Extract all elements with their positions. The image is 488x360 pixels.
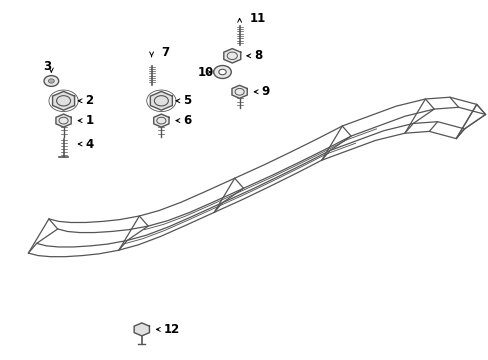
Circle shape — [44, 76, 59, 86]
Text: 7: 7 — [161, 46, 169, 59]
Polygon shape — [56, 114, 71, 127]
Text: 12: 12 — [163, 323, 180, 336]
Text: 5: 5 — [183, 94, 191, 107]
Polygon shape — [153, 114, 169, 127]
Polygon shape — [150, 91, 172, 110]
Polygon shape — [224, 49, 240, 63]
Text: 10: 10 — [198, 66, 214, 78]
Text: 4: 4 — [85, 138, 94, 150]
Text: 1: 1 — [85, 114, 94, 127]
Polygon shape — [52, 91, 75, 110]
Polygon shape — [134, 323, 149, 336]
Text: 2: 2 — [85, 94, 94, 107]
Circle shape — [48, 79, 54, 83]
Text: 11: 11 — [249, 12, 265, 24]
Text: 9: 9 — [261, 85, 269, 98]
Polygon shape — [231, 85, 247, 98]
Text: 3: 3 — [43, 60, 51, 73]
Text: 6: 6 — [183, 114, 191, 127]
Circle shape — [218, 69, 226, 75]
Circle shape — [213, 66, 231, 78]
Text: 8: 8 — [254, 49, 262, 62]
